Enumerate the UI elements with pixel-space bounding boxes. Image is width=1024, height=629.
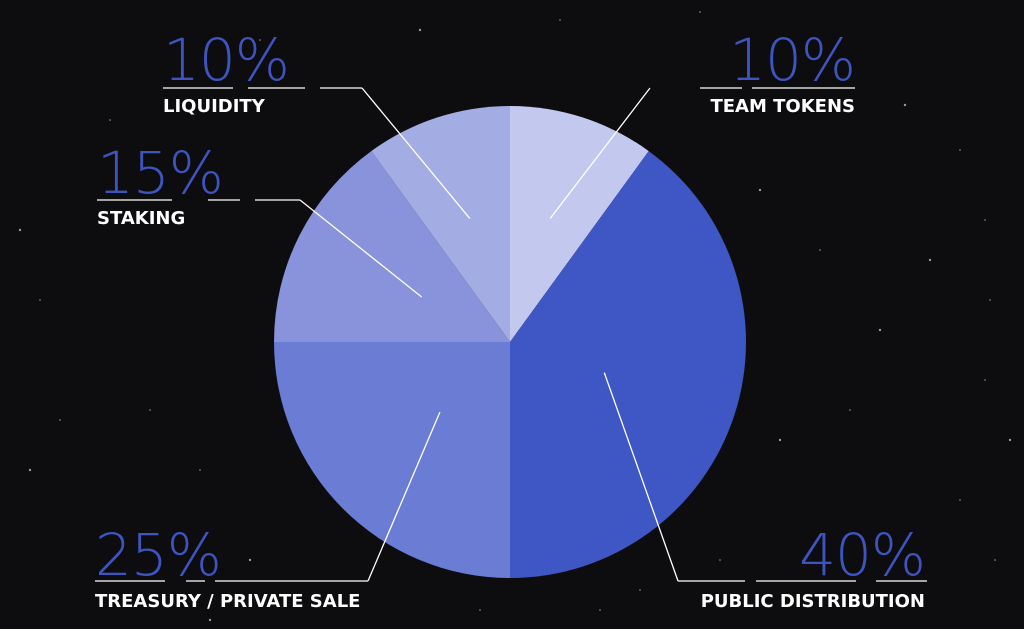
star-dot <box>959 499 961 501</box>
star-dot <box>719 559 721 561</box>
pie-slice-liquidity <box>371 106 510 342</box>
star-dot <box>849 409 851 411</box>
leader-line-staking <box>299 199 423 298</box>
star-dot <box>1008 438 1012 442</box>
star-dot <box>208 618 212 622</box>
pie-slice-treasury-private-sale <box>274 342 510 578</box>
star-dot <box>984 379 986 381</box>
star-dot <box>984 219 986 221</box>
pie-slice-staking <box>274 151 510 342</box>
pie-slice-team-tokens <box>510 106 649 342</box>
percent-label-treasury-private-sale: 25% <box>95 521 221 589</box>
star-dot <box>903 103 907 107</box>
star-dot <box>778 438 782 442</box>
star-dot <box>28 468 32 472</box>
category-label-staking: STAKING <box>97 208 185 229</box>
star-dot <box>819 249 821 251</box>
star-field <box>18 11 1012 622</box>
star-dot <box>59 419 61 421</box>
star-dot <box>878 328 882 332</box>
star-dot <box>758 188 762 192</box>
percent-label-liquidity: 10% <box>163 26 289 94</box>
star-dot <box>989 299 991 301</box>
star-dot <box>199 469 201 471</box>
leader-line-treasury-private-sale <box>367 411 441 582</box>
star-dot <box>39 299 41 301</box>
star-dot <box>479 609 481 611</box>
star-dot <box>248 558 252 562</box>
category-label-liquidity: LIQUIDITY <box>163 96 266 117</box>
star-dot <box>639 589 641 591</box>
star-dot <box>109 119 111 121</box>
percent-label-staking: 15% <box>97 139 223 207</box>
star-dot <box>259 39 261 41</box>
star-dot <box>149 409 151 411</box>
star-dot <box>599 609 601 611</box>
leader-lines <box>95 87 927 582</box>
star-dot <box>959 149 961 151</box>
percent-label-public-distribution: 40% <box>799 521 925 589</box>
category-label-treasury-private-sale: TREASURY / PRIVATE SALE <box>95 591 360 612</box>
star-dot <box>418 28 422 32</box>
star-dot <box>994 559 996 561</box>
pie-slices <box>274 106 747 578</box>
leader-line-team-tokens <box>549 87 651 219</box>
star-dot <box>18 228 22 232</box>
percent-label-team-tokens: 10% <box>729 26 855 94</box>
leader-line-public-distribution <box>603 372 679 582</box>
category-label-public-distribution: PUBLIC DISTRIBUTION <box>701 591 925 612</box>
star-dot <box>928 258 932 262</box>
star-dot <box>699 11 701 13</box>
pie-slice-public-distribution <box>510 151 747 578</box>
category-label-team-tokens: TEAM TOKENS <box>710 96 855 117</box>
star-dot <box>559 19 561 21</box>
leader-line-liquidity <box>361 87 471 219</box>
